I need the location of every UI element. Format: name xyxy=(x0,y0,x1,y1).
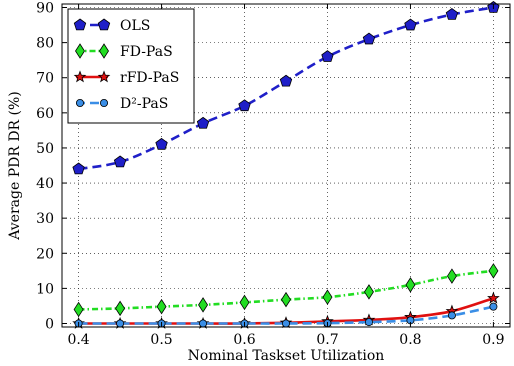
series-layer xyxy=(72,1,500,329)
plot-frame xyxy=(61,3,511,328)
legend-label: FD-PaS xyxy=(120,44,173,60)
data-point xyxy=(487,291,500,304)
legend-marker xyxy=(75,43,85,59)
data-point xyxy=(446,268,457,284)
y-tick-label: 80 xyxy=(36,36,54,52)
data-point xyxy=(199,319,208,328)
y-tick-label: 30 xyxy=(36,211,54,227)
y-tick-label: 10 xyxy=(36,281,54,297)
legend-label: OLS xyxy=(120,18,150,34)
series-0 xyxy=(72,1,500,175)
data-point xyxy=(363,284,374,300)
data-point xyxy=(198,297,209,313)
x-tick-label: 0.4 xyxy=(67,332,89,348)
data-point xyxy=(445,8,459,20)
ticks: 0.4 0.5 0.6 0.7 0.8 0.9 0 10 20 30 40 50 60 70 80 90 xyxy=(36,1,510,348)
x-axis-title: Nominal Taskset Utilization xyxy=(188,348,385,364)
legend-marker xyxy=(100,99,109,108)
legend-marker xyxy=(97,70,111,83)
data-point xyxy=(488,263,499,279)
y-tick-label: 60 xyxy=(36,106,54,122)
legend-marker xyxy=(73,70,87,83)
data-point xyxy=(321,50,334,62)
y-tick-label: 0 xyxy=(45,316,54,332)
data-point xyxy=(156,298,167,315)
data-point xyxy=(447,311,456,320)
data-point xyxy=(196,116,210,129)
data-point xyxy=(404,18,417,31)
y-tick-label: 90 xyxy=(36,1,54,17)
series-line xyxy=(78,305,494,325)
legend-box xyxy=(67,8,195,124)
legend-marker xyxy=(73,18,87,31)
data-point xyxy=(155,137,168,150)
series-1 xyxy=(73,263,499,318)
data-point xyxy=(405,277,416,293)
y-tick-label: 50 xyxy=(36,141,54,157)
legend-marker xyxy=(76,99,85,108)
data-point xyxy=(281,291,291,308)
x-tick-label: 0.7 xyxy=(316,332,338,348)
x-tick-label: 0.8 xyxy=(399,332,421,348)
legend-label: rFD-PaS xyxy=(120,70,179,86)
data-point xyxy=(489,302,498,311)
legend-marker xyxy=(97,18,111,31)
data-point xyxy=(322,289,333,305)
legend-marker xyxy=(99,43,109,59)
data-point xyxy=(362,32,376,45)
data-point xyxy=(73,301,84,318)
y-axis-title: Average PDR DR (%) xyxy=(7,91,23,241)
y-tick-label: 20 xyxy=(36,246,54,262)
data-point xyxy=(281,319,290,328)
y-tick-label: 40 xyxy=(36,176,54,192)
data-point xyxy=(113,155,127,168)
data-point xyxy=(72,162,85,175)
data-point xyxy=(279,74,293,87)
legend-label: D²-PaS xyxy=(120,96,168,112)
legend: OLS FD-PaS rFD-PaS D²-PaS xyxy=(67,8,195,124)
data-point xyxy=(239,294,250,311)
x-tick-label: 0.5 xyxy=(150,332,172,348)
data-point xyxy=(116,319,125,328)
data-point xyxy=(115,300,126,317)
x-tick-label: 0.9 xyxy=(482,332,504,348)
data-point xyxy=(364,318,373,327)
x-tick-label: 0.6 xyxy=(233,332,255,348)
data-point xyxy=(238,99,251,112)
y-tick-label: 70 xyxy=(36,71,54,87)
